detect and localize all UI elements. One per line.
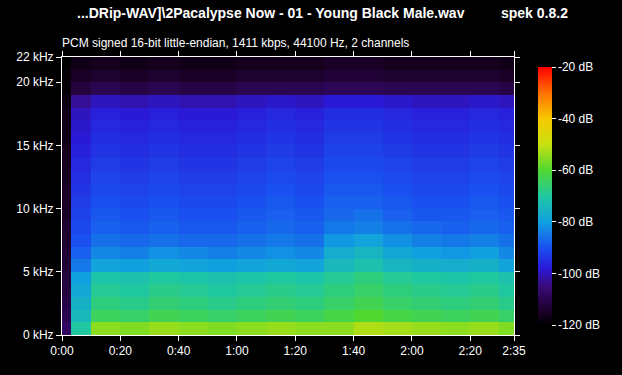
svg-text:PCM signed 16-bit little-endia: PCM signed 16-bit little-endian, 1411 kb… xyxy=(62,36,409,50)
svg-text:1:20: 1:20 xyxy=(284,344,308,358)
svg-text:2:35: 2:35 xyxy=(502,344,526,358)
svg-text:20 kHz: 20 kHz xyxy=(16,75,53,89)
svg-text:-40 dB: -40 dB xyxy=(558,112,593,126)
svg-text:22 kHz: 22 kHz xyxy=(16,50,53,64)
svg-text:0 kHz: 0 kHz xyxy=(23,328,54,342)
svg-text:10 kHz: 10 kHz xyxy=(16,202,53,216)
svg-text:-100 dB: -100 dB xyxy=(558,267,600,281)
svg-text:...DRip-WAV]\2Pacalypse Now -: ...DRip-WAV]\2Pacalypse Now - 01 - Young… xyxy=(77,5,465,21)
svg-text:0:20: 0:20 xyxy=(109,344,133,358)
svg-text:1:40: 1:40 xyxy=(342,344,366,358)
svg-text:2:20: 2:20 xyxy=(459,344,483,358)
svg-text:0:00: 0:00 xyxy=(50,344,74,358)
svg-text:-20 dB: -20 dB xyxy=(558,60,593,74)
svg-text:0:40: 0:40 xyxy=(167,344,191,358)
svg-text:15 kHz: 15 kHz xyxy=(16,139,53,153)
svg-text:spek 0.8.2: spek 0.8.2 xyxy=(501,5,568,21)
svg-text:-60 dB: -60 dB xyxy=(558,163,593,177)
svg-text:1:00: 1:00 xyxy=(225,344,249,358)
svg-text:-120 dB: -120 dB xyxy=(558,318,600,332)
svg-text:-80 dB: -80 dB xyxy=(558,215,593,229)
svg-text:5 kHz: 5 kHz xyxy=(23,265,54,279)
svg-text:2:00: 2:00 xyxy=(400,344,424,358)
